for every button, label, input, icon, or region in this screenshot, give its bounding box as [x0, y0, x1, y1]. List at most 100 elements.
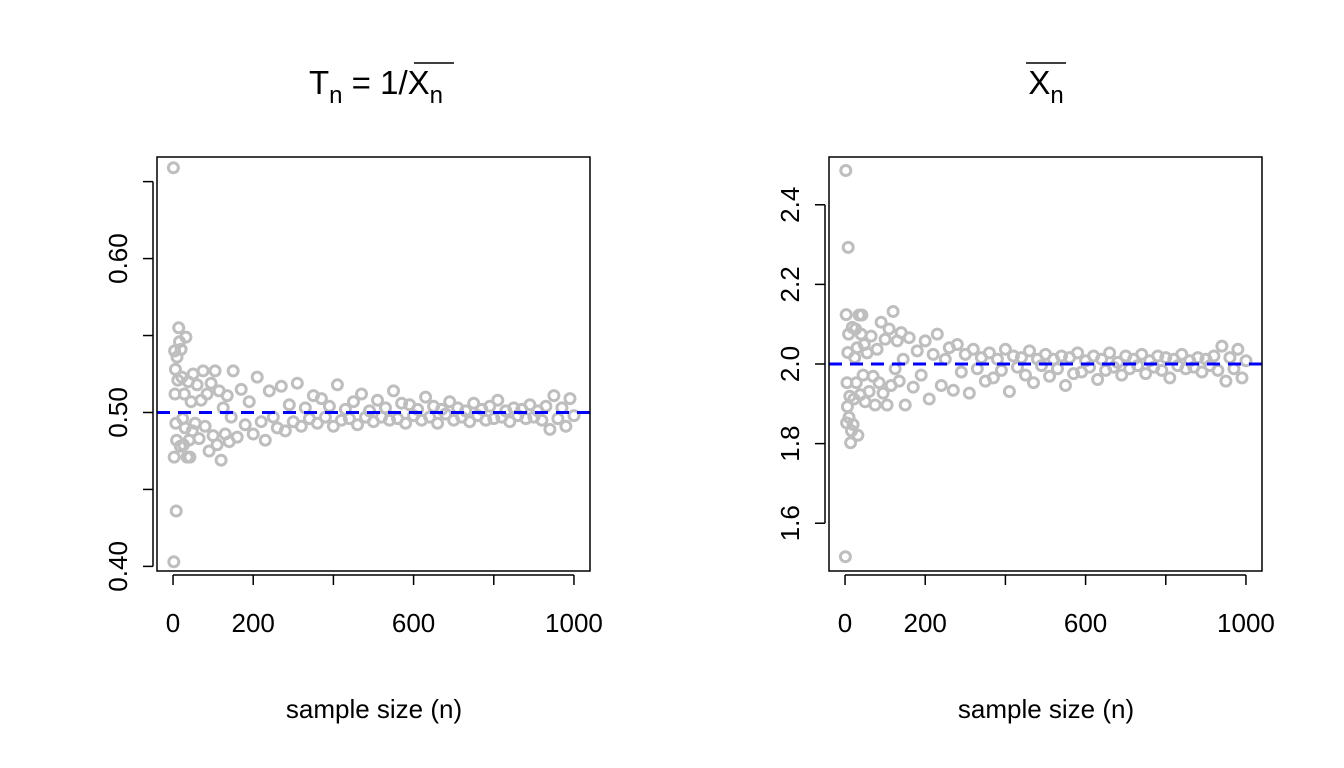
data-point	[198, 419, 212, 433]
data-point	[934, 379, 948, 392]
data-point	[1195, 365, 1209, 379]
data-point	[387, 384, 400, 398]
panel-right: Xn 0 200 600 1000 1.6 1.8 2.0 2.2 2.4 sample siz…	[775, 62, 1275, 724]
data-point	[539, 399, 553, 413]
data-point	[858, 395, 872, 409]
data-point	[892, 374, 906, 388]
data-point	[503, 415, 517, 429]
x-tick-label: 600	[1064, 608, 1107, 638]
data-point	[179, 330, 193, 344]
data-point	[208, 364, 222, 378]
data-point	[862, 385, 876, 398]
data-point	[250, 370, 264, 384]
data-point	[1151, 349, 1165, 363]
data-point	[918, 334, 932, 348]
data-point	[459, 404, 473, 418]
data-point	[1035, 359, 1048, 373]
data-point	[1231, 342, 1245, 356]
data-point	[926, 347, 940, 361]
panel-left: Tn = 1/Xn 0 200 600 1000 0.40 0.50 0.60 sample…	[103, 62, 603, 724]
data-point	[1051, 362, 1064, 376]
data-point	[1091, 373, 1105, 386]
title-mid: = 1	[343, 64, 399, 101]
data-point	[258, 433, 272, 447]
data-point	[567, 409, 581, 423]
data-point	[463, 415, 477, 429]
data-point	[326, 419, 340, 433]
title-post-sub: n	[1050, 82, 1063, 109]
data-point	[1219, 374, 1233, 388]
x-tick-label: 0	[838, 608, 852, 638]
data-point	[355, 387, 368, 401]
data-point	[190, 378, 204, 392]
data-point	[914, 368, 928, 382]
data-point	[950, 338, 964, 351]
data-point	[166, 161, 180, 175]
data-point	[1235, 371, 1249, 385]
data-point	[1155, 363, 1169, 377]
data-point	[1163, 371, 1177, 385]
data-point	[431, 416, 445, 430]
data-point	[383, 413, 396, 427]
data-point	[1135, 347, 1149, 361]
data-point	[870, 342, 884, 356]
data-point	[491, 393, 505, 407]
y-tick-label: 2.4	[775, 187, 805, 223]
data-point	[868, 398, 882, 412]
title-post: X	[1028, 64, 1050, 101]
data-point	[483, 399, 497, 413]
title-post: X	[408, 64, 430, 101]
data-point	[898, 398, 912, 412]
data-point	[192, 432, 206, 446]
data-point	[1139, 367, 1153, 381]
data-point	[880, 398, 894, 412]
data-point	[922, 392, 936, 406]
title-pre: T	[309, 64, 329, 101]
data-point	[174, 342, 188, 356]
y-tick-label: 0.60	[103, 233, 133, 284]
data-point	[322, 399, 336, 413]
data-point	[282, 398, 296, 412]
data-point	[204, 376, 218, 390]
data-point	[1067, 367, 1081, 381]
x-tick-label: 600	[392, 608, 435, 638]
data-point	[379, 401, 392, 415]
data-point	[1239, 354, 1253, 368]
data-point	[411, 402, 425, 416]
data-point	[543, 422, 557, 436]
plot-box	[156, 156, 591, 572]
panel-title: Xn	[1028, 64, 1063, 109]
data-point	[188, 416, 202, 430]
data-point	[479, 413, 493, 427]
data-point	[230, 430, 244, 444]
data-point	[419, 390, 433, 404]
data-point	[262, 384, 276, 398]
data-point	[1002, 385, 1016, 398]
data-point	[523, 398, 537, 412]
data-point	[214, 453, 228, 467]
data-point	[274, 379, 288, 393]
data-point	[169, 504, 183, 518]
data-point	[994, 363, 1008, 377]
data-point	[1211, 363, 1225, 377]
data-point	[172, 321, 186, 335]
y-tick-label: 2.0	[775, 346, 805, 382]
data-point	[559, 419, 573, 433]
data-point	[854, 327, 868, 341]
data-point	[314, 392, 328, 406]
data-point	[294, 419, 308, 433]
data-point	[946, 383, 960, 397]
data-point	[954, 365, 968, 379]
data-point	[467, 396, 481, 410]
data-point	[443, 395, 457, 409]
data-point	[1006, 349, 1020, 363]
y-tick-label: 1.8	[775, 426, 805, 462]
data-point	[399, 416, 413, 430]
data-point	[1071, 346, 1085, 360]
data-point	[839, 164, 853, 177]
data-point	[278, 424, 292, 438]
data-point	[982, 346, 996, 360]
data-point	[186, 367, 200, 381]
title-post-sub: n	[430, 82, 443, 109]
